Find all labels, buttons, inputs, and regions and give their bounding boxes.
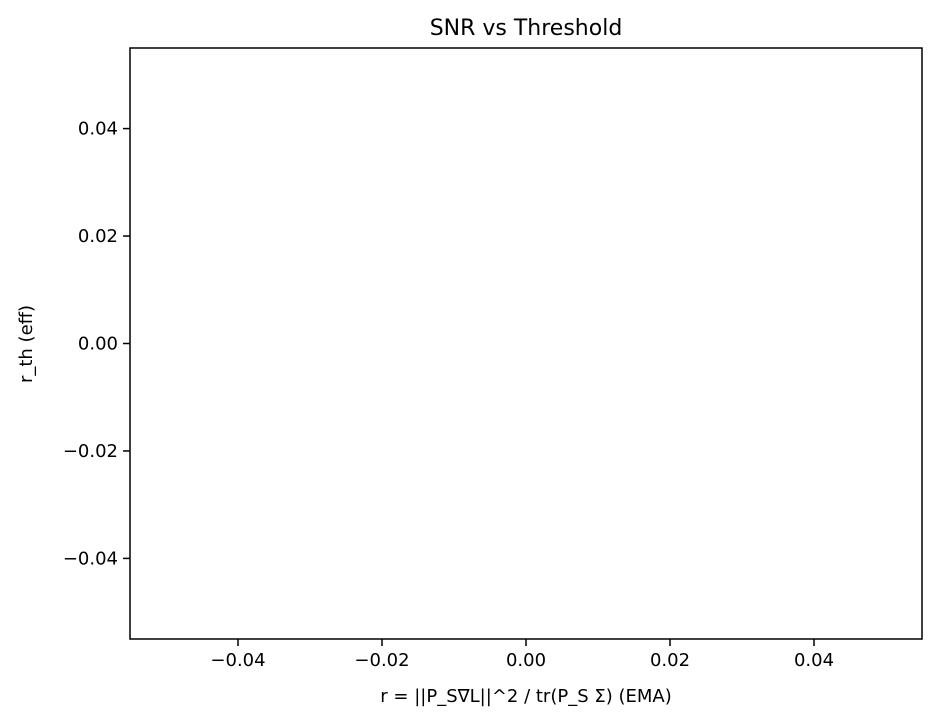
x-tick-label: 0.04 [794, 650, 834, 671]
y-axis-label: r_th (eff) [16, 305, 37, 383]
y-tick-label: 0.04 [78, 119, 118, 140]
y-axis-ticks: −0.04 −0.02 0.00 0.02 0.04 [63, 119, 130, 569]
x-tick-label: −0.04 [210, 650, 265, 671]
x-tick-label: 0.00 [506, 650, 546, 671]
plot-area [129, 47, 923, 640]
y-tick-label: −0.02 [63, 441, 118, 462]
x-axis-ticks: −0.04 −0.02 0.00 0.02 0.04 [210, 639, 834, 671]
y-tick-label: 0.02 [78, 226, 118, 247]
x-tick-label: −0.02 [354, 650, 409, 671]
x-tick-label: 0.02 [650, 650, 690, 671]
chart-title: SNR vs Threshold [430, 16, 623, 41]
y-tick-label: −0.04 [63, 548, 118, 569]
x-axis-label: r = ||P_S∇L||^2 / tr(P_S Σ) (EMA) [380, 686, 671, 707]
y-tick-label: 0.00 [78, 334, 118, 355]
